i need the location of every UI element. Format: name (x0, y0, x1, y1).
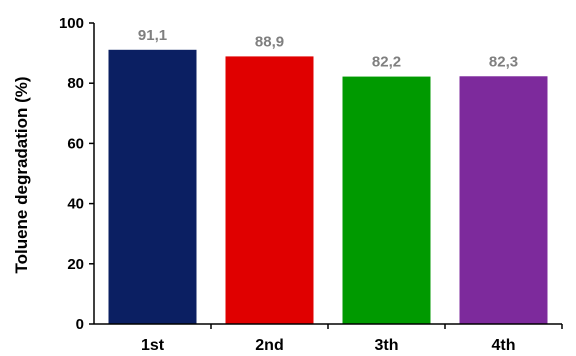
x-tick-label-3th: 3th (375, 337, 399, 354)
plot-area: 91,1 88,9 82,2 82,3 0 20 40 60 80 100 1st 2nd 3th 4… (59, 15, 563, 354)
bar-4th (459, 76, 548, 324)
bar-3th (342, 76, 431, 324)
value-label-3th: 82,2 (372, 54, 401, 71)
y-tick-label: 100 (59, 15, 84, 32)
x-tick-label-4th: 4th (492, 337, 516, 354)
value-label-2nd: 88,9 (255, 33, 284, 50)
value-label-4th: 82,3 (489, 53, 518, 70)
x-tick-label-1st: 1st (141, 337, 165, 354)
y-tick-label: 60 (67, 135, 84, 152)
y-tick-label: 20 (67, 256, 84, 273)
x-ticks-group: 1st 2nd 3th 4th (141, 324, 563, 354)
y-ticks-group: 0 20 40 60 80 100 (59, 15, 94, 333)
y-axis-title: Toluene degradation (%) (12, 76, 31, 273)
bars-group (108, 49, 548, 324)
bar-1st (108, 49, 197, 324)
bar-2nd (225, 56, 314, 324)
y-tick-label: 80 (67, 75, 84, 92)
x-tick-label-2nd: 2nd (255, 337, 283, 354)
value-labels-group: 91,1 88,9 82,2 82,3 (138, 27, 518, 71)
value-label-1st: 91,1 (138, 27, 167, 44)
y-tick-label: 40 (67, 196, 84, 213)
y-tick-label: 0 (76, 316, 84, 333)
